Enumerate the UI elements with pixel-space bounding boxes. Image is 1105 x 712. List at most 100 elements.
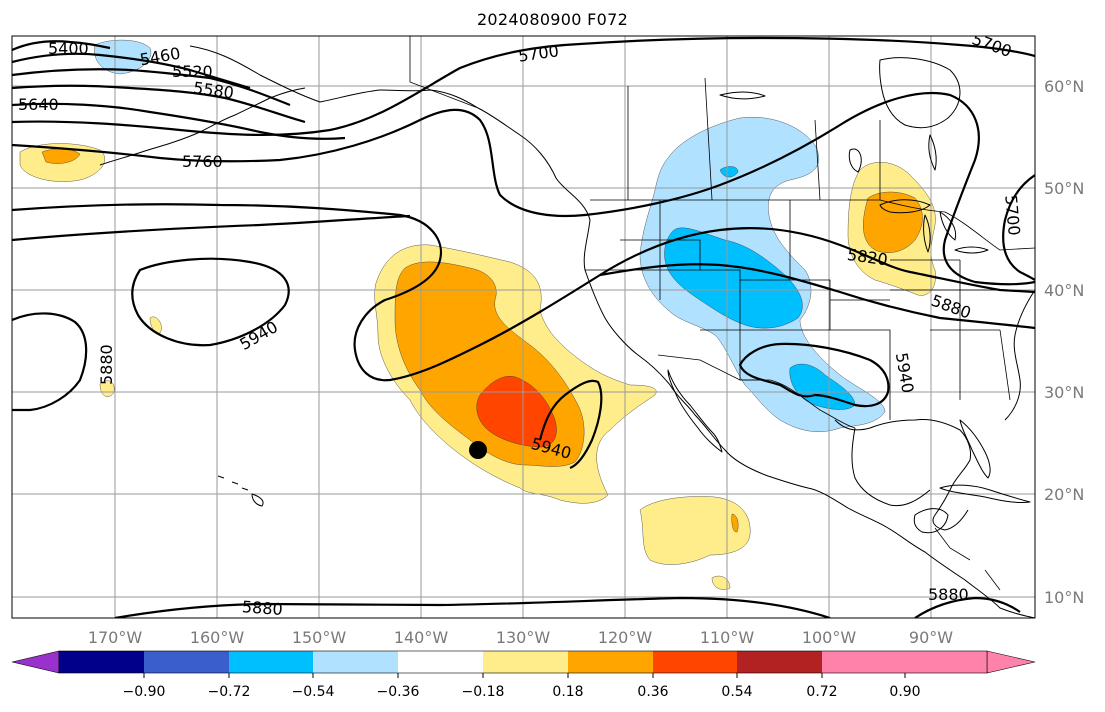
yucatan bbox=[913, 508, 949, 534]
anomaly-shading bbox=[19, 39, 936, 590]
lake-huron bbox=[939, 211, 957, 241]
colorbar-segment bbox=[144, 651, 229, 673]
contour-label: 5520 bbox=[172, 62, 213, 81]
colorbar-ticks bbox=[143, 673, 906, 678]
colorbar-tick-label: −0.90 bbox=[123, 684, 166, 700]
colorbar-segment bbox=[653, 651, 737, 673]
florida bbox=[959, 419, 991, 479]
baja bbox=[667, 369, 723, 453]
colorbar-tick-label: 0.54 bbox=[721, 684, 752, 700]
border-canada-provinces bbox=[627, 77, 881, 201]
contour-5400 bbox=[12, 40, 111, 52]
shading-pos-tiny bbox=[711, 575, 731, 590]
contour-5700-east bbox=[1002, 174, 1035, 281]
colorbar-segment bbox=[905, 651, 987, 673]
contour-label: 5940 bbox=[892, 351, 918, 394]
hudson-bay bbox=[879, 57, 961, 129]
hawaii bbox=[217, 475, 264, 507]
lon-label: 100°W bbox=[802, 628, 857, 647]
border-us-mexico bbox=[657, 354, 856, 429]
contour-label: 5400 bbox=[48, 39, 89, 58]
contour-5640 bbox=[12, 102, 346, 140]
contour-label: 5940 bbox=[236, 317, 281, 354]
map-panel: 5400 5460 5520 5580 5640 5700 5760 5700 … bbox=[12, 29, 1035, 619]
colorbar-outline bbox=[58, 650, 988, 674]
lon-label: 130°W bbox=[496, 628, 551, 647]
border-us-canada bbox=[590, 199, 1035, 251]
cuba bbox=[939, 484, 1031, 503]
contour-label: 5760 bbox=[182, 152, 223, 171]
contour-5520 bbox=[12, 68, 291, 107]
colorbar-tick-label: 0.72 bbox=[806, 684, 837, 700]
colorbar-segment bbox=[398, 651, 483, 673]
lon-label: 110°W bbox=[700, 628, 755, 647]
colorbar-segment bbox=[737, 651, 822, 673]
lake-michigan bbox=[923, 214, 931, 253]
contour-5760 bbox=[12, 91, 1035, 286]
gulf-coast bbox=[834, 419, 971, 531]
border-us-states bbox=[585, 200, 1011, 420]
colorbar-extend-high bbox=[986, 650, 1036, 674]
contour-label: 5880 bbox=[97, 344, 116, 385]
shading-pos-south bbox=[639, 496, 751, 565]
contour-label: 5700 bbox=[1001, 194, 1023, 236]
lon-label: 90°W bbox=[909, 628, 953, 647]
latitude-labels: 60°N 50°N 40°N 30°N 20°N 10°N bbox=[1044, 77, 1084, 607]
colorbar-tick-label: −0.18 bbox=[462, 684, 505, 700]
shading-pos-greatlakes-core bbox=[863, 191, 923, 253]
lon-label: 120°W bbox=[598, 628, 653, 647]
lat-label: 60°N bbox=[1044, 77, 1084, 96]
political-borders bbox=[409, 36, 1035, 591]
lon-label: 160°W bbox=[190, 628, 245, 647]
arctic-islands bbox=[719, 91, 862, 173]
contour-5940-center bbox=[538, 379, 603, 470]
shading-pos-south-core bbox=[731, 513, 739, 533]
border-central-america bbox=[934, 527, 1001, 591]
contour-5820 bbox=[12, 203, 1035, 382]
colorbar-segment bbox=[59, 651, 144, 673]
shading-neg-small bbox=[719, 166, 739, 178]
james-bay bbox=[928, 134, 937, 171]
mexico-gulf bbox=[851, 427, 931, 507]
lat-label: 10°N bbox=[1044, 588, 1084, 607]
colorbar-tick-label: 0.36 bbox=[637, 684, 668, 700]
contour-5580 bbox=[12, 84, 306, 124]
colorbar-tick-label: −0.72 bbox=[208, 684, 251, 700]
longitude-labels: 170°W 160°W 150°W 140°W 130°W 120°W 110°… bbox=[88, 628, 953, 647]
shading-pos-blob-core bbox=[476, 376, 557, 448]
height-contours bbox=[12, 36, 1035, 618]
contour-5880-main bbox=[12, 214, 1035, 330]
location-marker bbox=[469, 441, 487, 459]
us-east-coast bbox=[1004, 289, 1035, 421]
lon-label: 150°W bbox=[292, 628, 347, 647]
colorbar-extend-low bbox=[11, 650, 60, 674]
shading-pos-core bbox=[41, 148, 81, 164]
contour-5880-south bbox=[114, 596, 831, 618]
colorbar-segment bbox=[229, 651, 313, 673]
coastlines bbox=[99, 45, 1035, 618]
contour-5880-se bbox=[914, 596, 1021, 618]
colorbar-tick-label: 0.18 bbox=[552, 684, 583, 700]
colorbar: −0.90 −0.72 −0.54 −0.36 −0.18 0.18 0.36 … bbox=[11, 650, 1036, 700]
lake-erie bbox=[954, 246, 989, 254]
map-title: 2024080900 F072 bbox=[476, 10, 629, 29]
colorbar-segment bbox=[822, 651, 905, 673]
colorbar-tick-label: 0.90 bbox=[889, 684, 920, 700]
na-west-coast bbox=[189, 45, 1035, 618]
lake-superior bbox=[879, 199, 931, 214]
lat-label: 30°N bbox=[1044, 383, 1084, 402]
contour-label: 5880 bbox=[241, 597, 283, 619]
colorbar-segment bbox=[568, 651, 653, 673]
contour-label: 5880 bbox=[928, 585, 969, 604]
border-alaska bbox=[409, 36, 479, 109]
contour-label: 5700 bbox=[969, 29, 1014, 61]
lat-label: 20°N bbox=[1044, 485, 1084, 504]
colorbar-tick-label: −0.36 bbox=[377, 684, 420, 700]
contour-label: 5640 bbox=[18, 95, 59, 114]
map-frame bbox=[11, 35, 1036, 619]
lat-label: 40°N bbox=[1044, 281, 1084, 300]
lat-label: 50°N bbox=[1044, 179, 1084, 198]
contour-5940-east bbox=[738, 342, 890, 408]
shading-pos-tiny2 bbox=[149, 316, 162, 334]
